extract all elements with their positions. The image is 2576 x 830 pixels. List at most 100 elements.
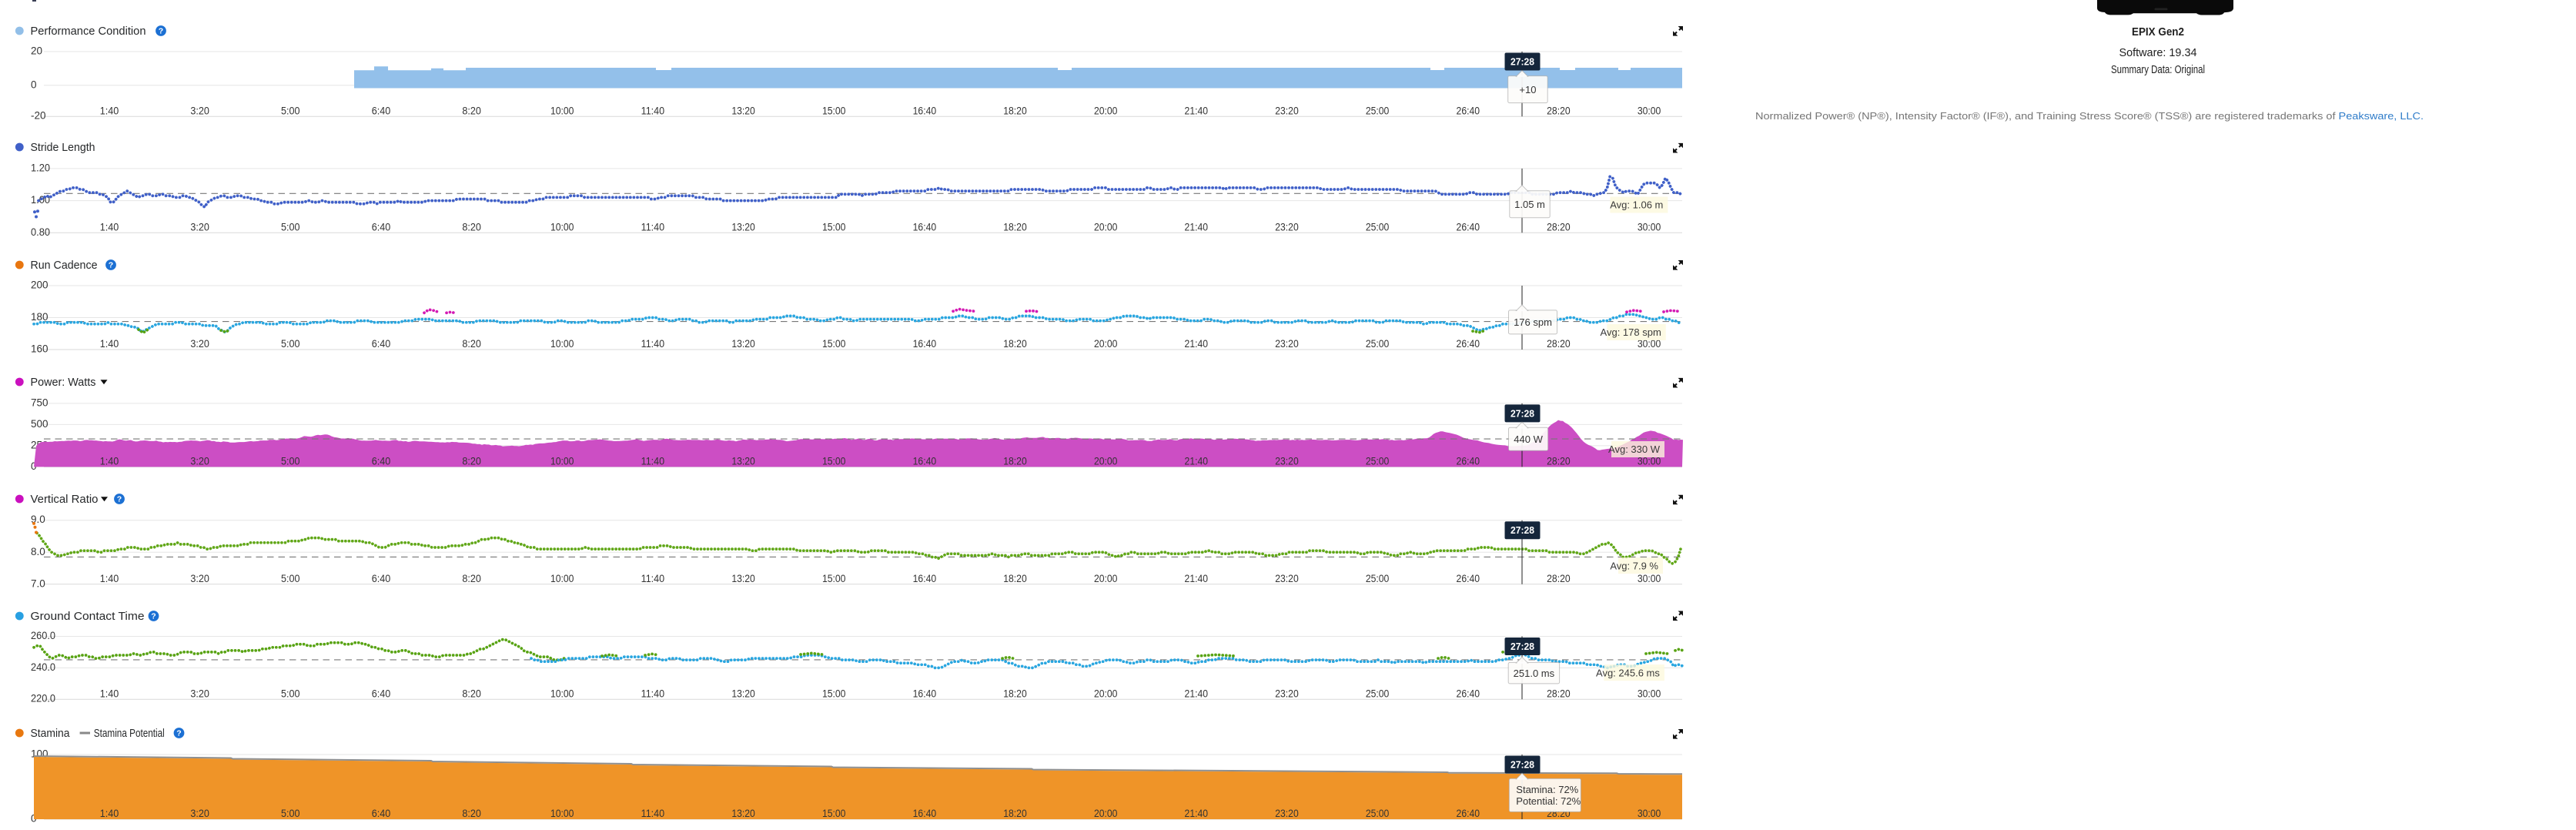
svg-text:8.0: 8.0 [31,546,45,557]
svg-text:6:40: 6:40 [372,808,391,819]
svg-text:Avg: 1.06 m: Avg: 1.06 m [1610,199,1663,211]
svg-text:?: ? [109,261,113,270]
svg-text:30:00: 30:00 [1638,456,1661,467]
svg-text:15:00: 15:00 [822,688,846,699]
svg-text:18:20: 18:20 [1003,222,1027,233]
svg-text:11:40: 11:40 [641,573,665,584]
svg-text:1.05 m: 1.05 m [1514,199,1545,210]
svg-text:6:40: 6:40 [372,338,391,350]
svg-text:8:20: 8:20 [462,338,481,350]
svg-text:7.0: 7.0 [31,577,45,589]
svg-text:Avg: 245.6 ms: Avg: 245.6 ms [1596,667,1660,678]
svg-text:Potential: 72%: Potential: 72% [1516,795,1581,807]
svg-text:25:00: 25:00 [1366,456,1390,467]
svg-text:21:40: 21:40 [1185,222,1209,233]
svg-text:16:40: 16:40 [913,456,937,467]
svg-text:18:20: 18:20 [1003,688,1027,699]
svg-text:11:40: 11:40 [641,105,665,116]
svg-text:27:28: 27:28 [1510,759,1534,771]
svg-text:23:20: 23:20 [1275,808,1299,819]
svg-text:30:00: 30:00 [1638,688,1661,699]
svg-text:Software: 19.34: Software: 19.34 [2119,47,2197,59]
svg-text:10:00: 10:00 [550,808,574,819]
svg-text:1:40: 1:40 [100,808,119,819]
svg-text:3:20: 3:20 [190,573,209,584]
svg-text:30:00: 30:00 [1638,105,1661,116]
svg-text:25:00: 25:00 [1366,573,1390,584]
svg-text:176 spm: 176 spm [1514,316,1552,328]
svg-text:6:40: 6:40 [372,573,391,584]
svg-text:11:40: 11:40 [641,456,665,467]
svg-text:23:20: 23:20 [1275,222,1299,233]
svg-text:?: ? [176,729,181,738]
svg-text:21:40: 21:40 [1185,456,1209,467]
svg-text:Normalized Power® (NP®), Inten: Normalized Power® (NP®), Intensity Facto… [1755,110,2424,122]
svg-text:26:40: 26:40 [1457,573,1480,584]
svg-text:8:20: 8:20 [462,222,481,233]
svg-text:5:00: 5:00 [281,573,300,584]
svg-text:20:00: 20:00 [1094,105,1118,116]
svg-text:23:20: 23:20 [1275,456,1299,467]
svg-text:260.0: 260.0 [31,630,55,641]
svg-text:6:40: 6:40 [372,222,391,233]
svg-text:3:20: 3:20 [190,688,209,699]
svg-text:16:40: 16:40 [913,338,937,350]
svg-text:8:20: 8:20 [462,105,481,116]
svg-text:-20: -20 [31,110,46,122]
svg-text:180: 180 [31,311,49,323]
svg-text:25:00: 25:00 [1366,688,1390,699]
svg-text:20:00: 20:00 [1094,338,1118,350]
svg-text:Stamina Potential: Stamina Potential [94,728,165,740]
svg-text:1:40: 1:40 [100,338,119,350]
svg-text:16:40: 16:40 [913,105,937,116]
svg-text:21:40: 21:40 [1185,338,1209,350]
svg-text:11:40: 11:40 [641,688,665,699]
svg-text:Power: Watts: Power: Watts [31,377,96,389]
svg-text:20:00: 20:00 [1094,222,1118,233]
svg-text:26:40: 26:40 [1457,456,1480,467]
svg-text:23:20: 23:20 [1275,688,1299,699]
svg-text:11:40: 11:40 [641,808,665,819]
svg-text:6:40: 6:40 [372,456,391,467]
svg-text:26:40: 26:40 [1457,688,1480,699]
svg-text:EPIX Gen2: EPIX Gen2 [2132,26,2184,38]
svg-text:10:00: 10:00 [550,338,574,350]
svg-text:25:00: 25:00 [1366,808,1390,819]
svg-text:Avg: 330 W: Avg: 330 W [1608,443,1661,455]
svg-text:1:40: 1:40 [100,456,119,467]
svg-text:1.20: 1.20 [31,162,50,173]
svg-text:15:00: 15:00 [822,808,846,819]
svg-text:10:00: 10:00 [550,105,574,116]
svg-text:3:20: 3:20 [190,105,209,116]
svg-text:13:20: 13:20 [731,688,755,699]
svg-text:Stamina: 72%: Stamina: 72% [1516,784,1578,795]
svg-text:26:40: 26:40 [1457,222,1480,233]
svg-text:?: ? [151,612,156,621]
svg-text:27:28: 27:28 [1510,56,1534,68]
svg-text:28:20: 28:20 [1547,573,1571,584]
svg-text:20:00: 20:00 [1094,688,1118,699]
svg-text:15:00: 15:00 [822,222,846,233]
svg-text:3:20: 3:20 [190,808,209,819]
svg-text:1:40: 1:40 [100,222,119,233]
svg-text:?: ? [117,495,122,504]
svg-text:20:00: 20:00 [1094,573,1118,584]
svg-text:18:20: 18:20 [1003,808,1027,819]
svg-text:20:00: 20:00 [1094,456,1118,467]
svg-text:0: 0 [31,460,37,472]
svg-text:1:40: 1:40 [100,573,119,584]
svg-text:11:40: 11:40 [641,222,665,233]
svg-text:21:40: 21:40 [1185,808,1209,819]
svg-text:15:00: 15:00 [822,456,846,467]
svg-text:16:40: 16:40 [913,573,937,584]
svg-text:3:20: 3:20 [190,456,209,467]
svg-text:25:00: 25:00 [1366,222,1390,233]
svg-text:13:20: 13:20 [731,338,755,350]
svg-text:Run Cadence: Run Cadence [31,259,98,272]
svg-text:13:20: 13:20 [731,222,755,233]
svg-text:10:00: 10:00 [550,456,574,467]
svg-text:28:20: 28:20 [1547,105,1571,116]
svg-text:16:40: 16:40 [913,808,937,819]
svg-text:30:00: 30:00 [1638,573,1661,584]
svg-text:0: 0 [31,79,37,90]
